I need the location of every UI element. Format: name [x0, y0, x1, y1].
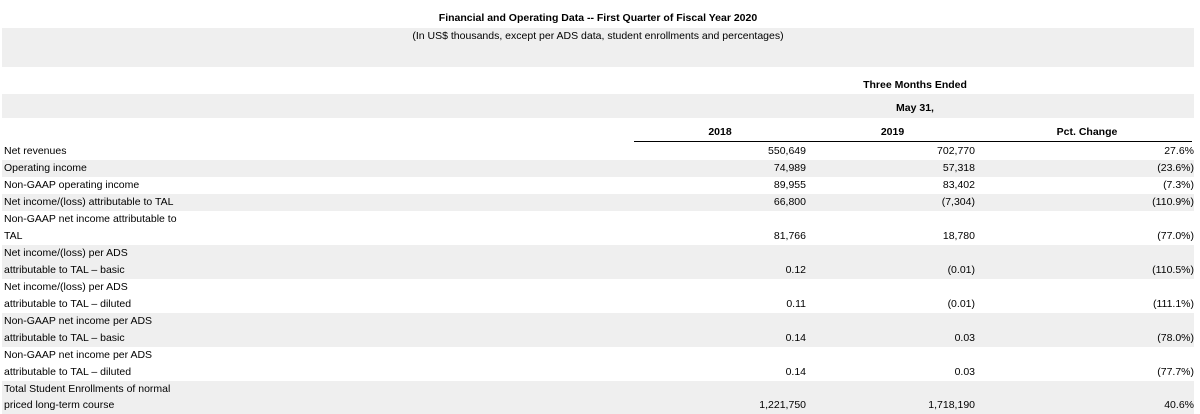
value-2018: 81,766 — [773, 230, 806, 242]
header-date-row: May 31, — [2, 94, 1194, 118]
header-period-row: Three Months Ended — [2, 76, 1194, 94]
table-row: Non-GAAP net income per ADS attributable… — [2, 313, 1194, 347]
row-label: Net revenues — [4, 145, 67, 157]
value-2019: (0.01) — [947, 264, 975, 276]
value-pct: (111.1%) — [1152, 298, 1194, 310]
row-label-line2: attributable to TAL – basic — [4, 264, 125, 276]
value-2019: 57,318 — [942, 162, 975, 174]
table-row: Non-GAAP operating income 89,955 83,402 … — [2, 177, 1194, 194]
row-label: Operating income — [4, 162, 87, 174]
row-label-line2: attributable to TAL – diluted — [4, 366, 132, 378]
header-date: May 31, — [896, 102, 934, 114]
table-row: Non-GAAP net income per ADS attributable… — [2, 347, 1194, 381]
row-label-line1: Net income/(loss) per ADS — [4, 281, 128, 293]
table-row: Operating income 74,989 57,318 (23.6%) — [2, 160, 1194, 177]
value-pct: (77.0%) — [1157, 230, 1194, 242]
value-2019: 83,402 — [942, 179, 975, 191]
table-row: Net income/(loss) per ADS attributable t… — [2, 245, 1194, 279]
row-label-line2: TAL — [4, 230, 23, 242]
row-label-line1: Total Student Enrollments of normal — [4, 383, 171, 395]
value-2018: 0.11 — [786, 298, 806, 310]
header-period: Three Months Ended — [863, 79, 967, 91]
spacer-row — [2, 45, 1194, 67]
row-label: Net income/(loss) attributable to TAL — [4, 196, 174, 208]
value-2018: 66,800 — [773, 196, 806, 208]
value-2018: 0.14 — [785, 332, 806, 344]
table-row: Non-GAAP net income attributable to TAL … — [2, 211, 1194, 245]
row-label-line1: Non-GAAP net income per ADS — [4, 315, 153, 327]
row-label-line2: attributable to TAL – diluted — [4, 298, 132, 310]
header-pct-change: Pct. Change — [1056, 126, 1118, 138]
value-pct: (77.7%) — [1157, 366, 1194, 378]
header-columns-row: 2018 2019 Pct. Change — [2, 118, 1194, 141]
value-2019: 1,718,190 — [928, 399, 975, 411]
value-2019: 18,780 — [942, 230, 975, 242]
table-row: Net income/(loss) attributable to TAL 66… — [2, 194, 1194, 211]
value-2018: 550,649 — [768, 145, 806, 157]
value-2019: 702,770 — [937, 145, 975, 157]
table-row: Net revenues 550,649 702,770 27.6% — [2, 143, 1194, 160]
value-2018: 0.14 — [785, 366, 806, 378]
row-label-line1: Net income/(loss) per ADS — [4, 247, 128, 259]
value-2019: 0.03 — [954, 332, 975, 344]
row-label-line1: Non-GAAP net income attributable to — [4, 213, 177, 225]
row-label-line2: priced long-term course — [4, 399, 115, 411]
value-2018: 89,955 — [773, 179, 806, 191]
value-pct: (110.5%) — [1152, 264, 1194, 276]
row-label: Non-GAAP operating income — [4, 179, 140, 191]
table-title: Financial and Operating Data -- First Qu… — [438, 12, 758, 24]
value-pct: 27.6% — [1164, 145, 1194, 157]
header-underline — [634, 141, 1192, 142]
value-2018: 1,221,750 — [759, 399, 806, 411]
table-row: Net income/(loss) per ADS attributable t… — [2, 279, 1194, 313]
value-pct: (7.3%) — [1163, 179, 1194, 191]
row-label-line1: Non-GAAP net income per ADS — [4, 349, 153, 361]
value-pct: (110.9%) — [1152, 196, 1194, 208]
value-2019: (0.01) — [947, 298, 975, 310]
value-2018: 74,989 — [773, 162, 806, 174]
value-pct: (78.0%) — [1157, 332, 1194, 344]
value-pct: 40.6% — [1164, 399, 1194, 411]
header-2018: 2018 — [708, 126, 732, 138]
value-2019: (7,304) — [941, 196, 975, 208]
value-pct: (23.6%) — [1157, 162, 1194, 174]
header-2019: 2019 — [880, 126, 905, 138]
value-2018: 0.12 — [785, 264, 806, 276]
table-subtitle: (In US$ thousands, except per ADS data, … — [2, 28, 1194, 45]
table-row: Total Student Enrollments of normal pric… — [2, 381, 1194, 414]
row-label-line2: attributable to TAL – basic — [4, 332, 125, 344]
value-2019: 0.03 — [954, 366, 975, 378]
